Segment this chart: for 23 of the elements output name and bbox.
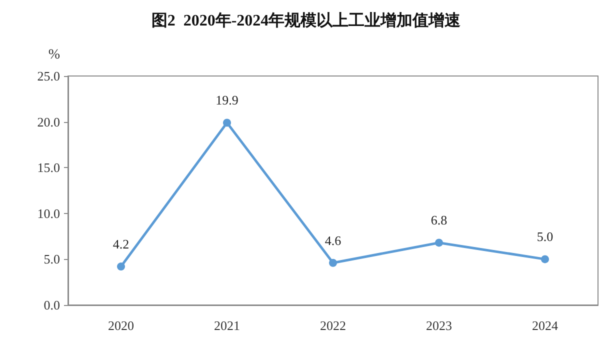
x-tick-label: 2021 <box>214 318 240 333</box>
y-axis-title: % <box>48 48 60 62</box>
point <box>541 255 549 264</box>
data-label: 4.2 <box>112 236 130 252</box>
y-tick-label: 25.0 <box>37 68 60 84</box>
y-tick-label: 5.0 <box>44 252 60 267</box>
chart-title: 图2 2020年-2024年规模以上工业增加值增速 <box>151 12 462 30</box>
y-tick-label: 0.0 <box>44 298 60 312</box>
point <box>223 118 231 127</box>
point <box>117 262 125 271</box>
x-tick-label: 2022 <box>320 318 346 333</box>
x-tick-label: 2023 <box>426 318 452 333</box>
data-label: 4.6 <box>324 232 342 248</box>
x-tick-label: 2020 <box>108 318 134 333</box>
data-label: 5.0 <box>536 229 554 244</box>
data-label: 19.9 <box>216 92 238 108</box>
data-label: 6.8 <box>430 212 448 228</box>
x-tick-label: 2024 <box>532 318 558 333</box>
y-tick-label: 10.0 <box>37 206 60 221</box>
y-tick-label: 15.0 <box>37 160 60 176</box>
point <box>435 238 443 247</box>
y-tick-label: 20.0 <box>37 114 60 130</box>
point <box>329 258 337 267</box>
